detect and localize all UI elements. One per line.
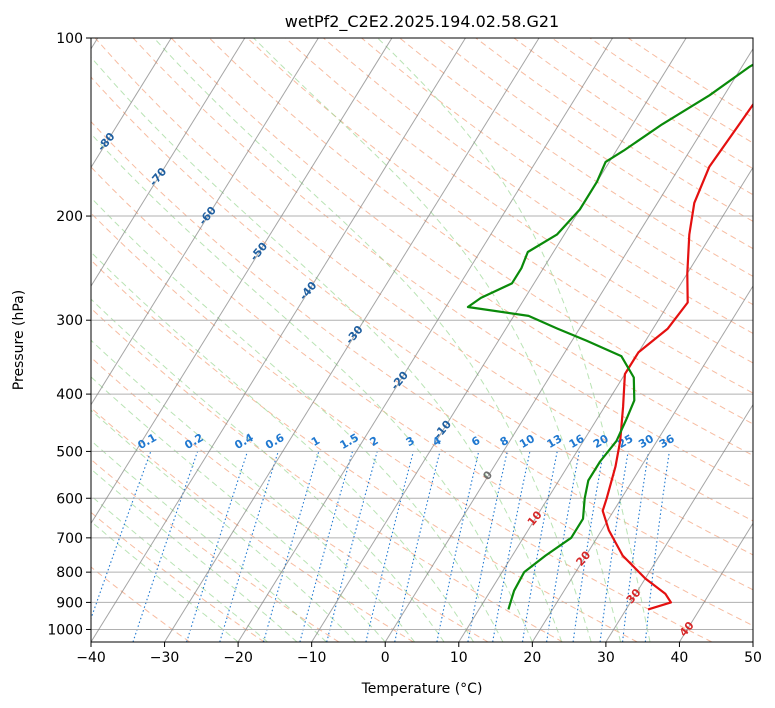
isotherm-line	[531, 285, 753, 642]
moist-adiabat-line	[153, 38, 592, 642]
y-axis-ticks: 100 200 300 400 500 600 700 800 900 1000	[47, 31, 91, 638]
plot-frame	[90, 37, 754, 643]
x-tick-label: −30	[150, 650, 180, 666]
dry-adiabat-line	[91, 259, 638, 642]
y-tick-label: 400	[56, 387, 83, 403]
isotherm-line	[91, 38, 466, 642]
moist-adiabat-line	[91, 409, 357, 642]
mixing-ratio-line	[219, 451, 279, 642]
dry-adiabat-line	[132, 38, 753, 489]
moist-adiabat-line	[91, 339, 415, 642]
moist-adiabat-line	[253, 38, 622, 642]
moist-adiabat-line	[91, 468, 298, 642]
x-axis-label: Temperature (°C)	[361, 681, 483, 697]
y-tick-label: 1000	[47, 622, 83, 638]
mixing-ratio-line	[299, 451, 354, 642]
mixing-ratio-line	[186, 451, 249, 642]
mixing-ratio-line	[132, 451, 199, 642]
y-tick-label: 300	[56, 313, 83, 329]
mixing-ratio-line	[91, 451, 152, 621]
dry-adiabat-line	[91, 120, 753, 591]
y-tick-label: 800	[56, 565, 83, 581]
x-tick-label: −20	[223, 650, 253, 666]
moist-adiabat-line	[91, 439, 327, 642]
mixing-ratio-line	[262, 451, 320, 642]
y-tick-label: 200	[56, 209, 83, 225]
mixing-ratio-line	[365, 451, 414, 642]
dry-adiabat-line	[91, 166, 753, 627]
dry-adiabat-line	[91, 212, 713, 642]
dry-adiabat-line	[91, 511, 265, 642]
profile-lines	[466, 63, 753, 611]
isotherm-line	[605, 403, 753, 642]
isotherm-line	[311, 38, 687, 642]
moist-adiabat-line	[91, 298, 445, 642]
dry-adiabat-line	[323, 38, 753, 334]
dry-adiabat-line	[91, 76, 753, 556]
y-tick-label: 500	[56, 444, 83, 460]
pressure-gridlines	[91, 38, 753, 630]
isotherm-line	[458, 166, 753, 642]
temperature-profile-line	[601, 102, 753, 611]
x-tick-label: −10	[297, 650, 327, 666]
dry-adiabat-line	[91, 566, 190, 642]
y-tick-label: 900	[56, 595, 83, 611]
moist-adiabats	[91, 38, 651, 642]
mixing-ratio-line	[644, 451, 670, 642]
dewpoint-profile-line	[466, 63, 753, 610]
isotherm-line	[679, 522, 753, 642]
moist-adiabat-line	[91, 56, 563, 642]
dry-adiabat-line	[91, 458, 340, 642]
y-tick-label: 700	[56, 531, 83, 547]
dry-adiabat-line	[94, 38, 753, 522]
isotherm-line	[91, 38, 246, 288]
y-axis-label: Pressure (hPa)	[11, 290, 27, 390]
mixing-ratio-lines	[91, 451, 670, 642]
isotherms	[91, 38, 753, 642]
y-tick-label: 100	[56, 31, 83, 47]
mixing-ratio-line	[622, 451, 650, 642]
mixing-ratio-line	[599, 451, 629, 642]
isotherm-line	[91, 38, 319, 406]
mixing-ratio-line	[546, 451, 580, 642]
x-tick-label: 50	[744, 650, 762, 666]
x-tick-label: 10	[450, 650, 468, 666]
mixing-ratio-line	[572, 451, 605, 642]
x-tick-label: 30	[597, 650, 615, 666]
mixing-ratio-line	[326, 451, 378, 642]
x-tick-label: 20	[523, 650, 541, 666]
dry-adiabat-line	[91, 307, 563, 642]
moist-adiabat-line	[91, 495, 268, 642]
isotherm-line	[237, 38, 614, 642]
x-tick-label: 0	[381, 650, 390, 666]
dry-adiabat-line	[170, 38, 753, 457]
x-axis-ticks: −40 −30 −20 −10 0 10 20 30 40 50	[76, 642, 762, 666]
moist-adiabat-line	[377, 38, 651, 642]
x-tick-label: −40	[76, 650, 106, 666]
isotherm-line	[164, 38, 540, 642]
dry-adiabat-line	[91, 356, 489, 642]
isotherm-line	[384, 47, 753, 642]
isotherm-line	[91, 38, 172, 169]
chart-title: wetPf2_C2E2.2025.194.02.58.G21	[285, 12, 559, 32]
dry-adiabat-line	[285, 38, 753, 364]
isotherm-line	[91, 38, 393, 525]
plot-area: -100-90-80-70-60-50-40-30-20-10010203040…	[91, 38, 753, 642]
x-tick-label: 40	[671, 650, 689, 666]
y-tick-label: 600	[56, 491, 83, 507]
